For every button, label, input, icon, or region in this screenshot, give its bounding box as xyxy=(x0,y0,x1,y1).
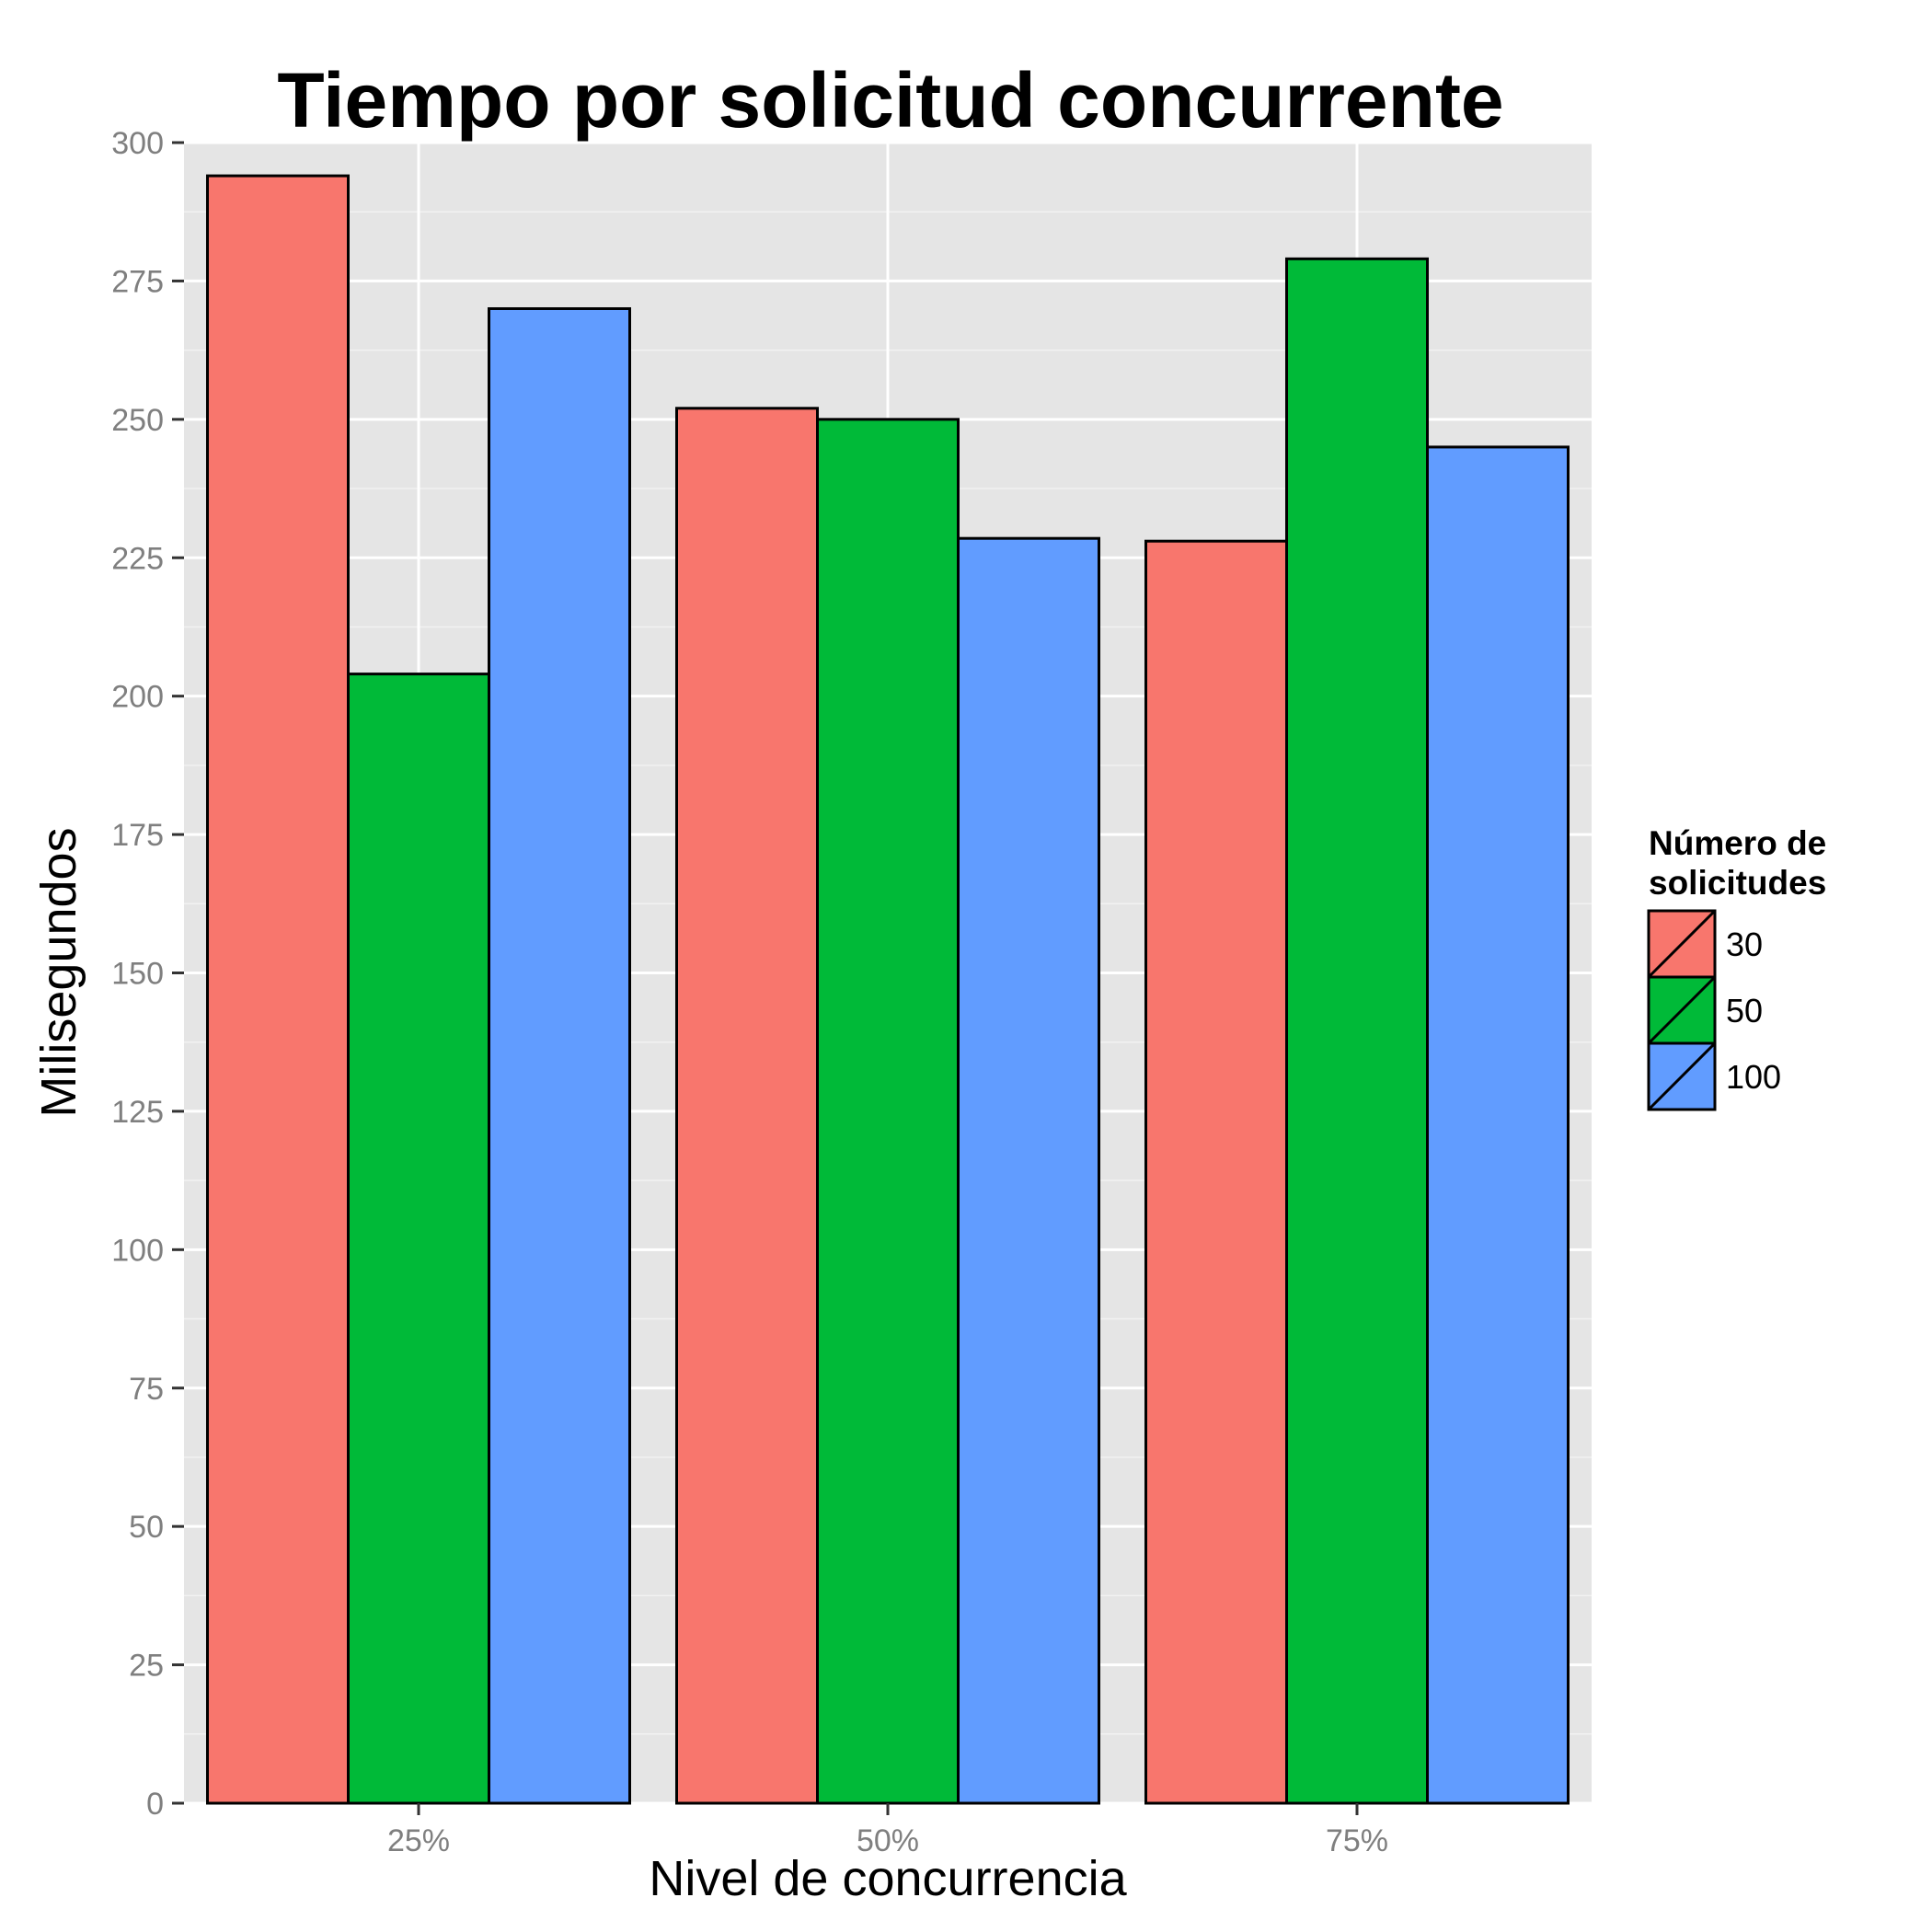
y-tick-label: 100 xyxy=(111,1233,164,1268)
legend-label-50: 50 xyxy=(1726,992,1763,1029)
y-tick-label: 225 xyxy=(111,541,164,576)
y-tick-label: 300 xyxy=(111,126,164,161)
y-tick-label: 50 xyxy=(129,1510,164,1545)
y-tick-label: 25 xyxy=(129,1649,164,1684)
x-axis: 25% 50% 75% xyxy=(387,1803,1388,1858)
legend-key-slash xyxy=(1647,1041,1717,1111)
x-tick-label: 75% xyxy=(1326,1823,1388,1858)
legend: Número de solicitudes 30 50 100 xyxy=(1647,824,1826,1111)
bar-100-75pct xyxy=(1426,445,1570,1805)
y-tick-label: 150 xyxy=(111,957,164,992)
legend-key-slash xyxy=(1647,909,1717,979)
legend-key-slash xyxy=(1647,975,1717,1045)
bar-30-50pct xyxy=(675,407,819,1805)
legend-label-30: 30 xyxy=(1726,926,1763,963)
legend-label-100: 100 xyxy=(1726,1058,1781,1096)
y-tick-label: 275 xyxy=(111,264,164,299)
y-tick-label: 125 xyxy=(111,1095,164,1130)
y-tick-label: 175 xyxy=(111,818,164,853)
y-tick-label: 200 xyxy=(111,680,164,715)
y-tick-label: 75 xyxy=(129,1372,164,1407)
bars xyxy=(206,174,1570,1805)
bar-50-25pct xyxy=(347,673,490,1805)
bar-30-75pct xyxy=(1144,539,1288,1805)
x-tick-label: 50% xyxy=(857,1823,919,1858)
y-tick-label: 250 xyxy=(111,403,164,438)
bar-50-50pct xyxy=(816,418,960,1805)
x-axis-title: Nivel de concurrencia xyxy=(649,1851,1127,1906)
bar-100-50pct xyxy=(957,536,1100,1805)
y-axis-title: Milisegundos xyxy=(31,827,86,1117)
chart-title: Tiempo por solicitud concurrente xyxy=(277,57,1503,144)
bar-50-75pct xyxy=(1285,257,1429,1805)
legend-title-line-1: Número de xyxy=(1649,824,1826,862)
y-axis: 0 25 50 75 100 125 150 175 200 225 250 275 300 xyxy=(111,126,184,1822)
y-tick-label: 0 xyxy=(146,1787,164,1822)
legend-title-line-2: solicitudes xyxy=(1649,864,1826,902)
bar-30-25pct xyxy=(206,174,350,1805)
x-tick-label: 25% xyxy=(387,1823,450,1858)
legend-items: 30 50 100 xyxy=(1647,909,1781,1111)
bar-100-25pct xyxy=(488,307,631,1805)
